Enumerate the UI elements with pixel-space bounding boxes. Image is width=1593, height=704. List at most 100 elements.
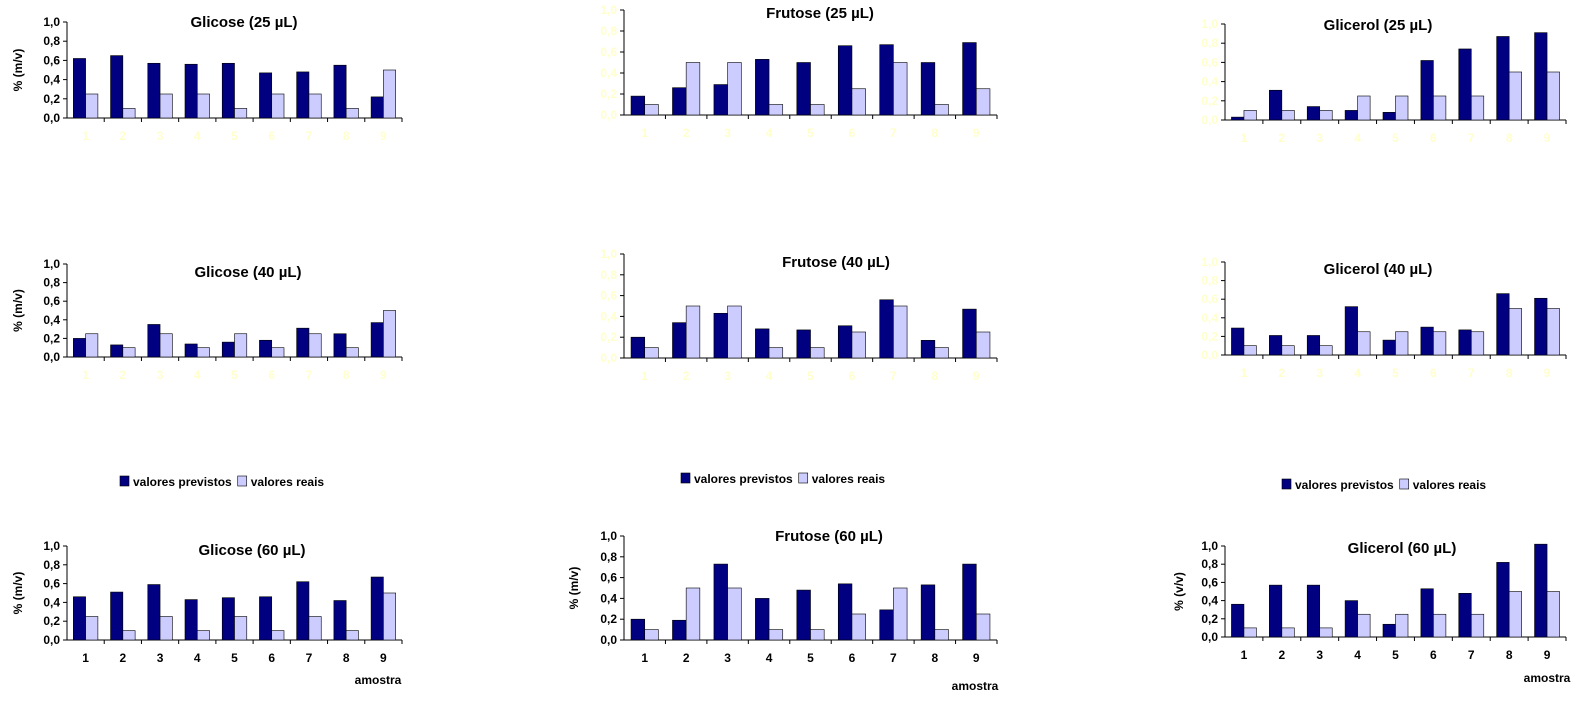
legend-glicose: valores previstos valores reais [119, 475, 324, 489]
x-tick-label: 6 [268, 651, 275, 665]
bar-reais-4 [196, 93, 210, 119]
x-tick-label: 8 [1506, 648, 1513, 662]
bar-reais-5 [810, 347, 825, 359]
legend-glicerol: valores previstos valores reais [1281, 478, 1487, 492]
bar-reais-9 [975, 88, 991, 116]
bar-previstos-9 [370, 576, 384, 641]
x-tick-label: 2 [119, 129, 126, 143]
bar-previstos-4 [184, 343, 198, 358]
bar-reais-5 [1395, 331, 1409, 356]
bar-previstos-9 [962, 308, 977, 359]
y-tick-label: 0,2 [600, 330, 617, 344]
bar-previstos-1 [1231, 327, 1245, 356]
bar-previstos-5 [1382, 112, 1396, 121]
y-tick-label: 0,2 [43, 331, 60, 345]
bar-previstos-9 [1534, 32, 1548, 121]
bar-reais-3 [1319, 627, 1333, 638]
x-tick-label: 3 [724, 126, 731, 140]
bar-reais-8 [345, 108, 359, 119]
bar-previstos-1 [73, 58, 86, 119]
x-tick-label: 3 [1316, 648, 1323, 662]
bar-previstos-7 [1458, 329, 1472, 356]
bar-reais-2 [122, 108, 136, 119]
x-tick-label: 2 [683, 369, 690, 383]
legend-frutose: valores previstos valores reais [680, 472, 885, 486]
bar-previstos-1 [73, 338, 86, 358]
bar-reais-3 [727, 587, 742, 641]
bar-previstos-5 [1382, 623, 1396, 638]
bar-reais-1 [644, 347, 659, 359]
bar-reais-6 [271, 347, 285, 358]
x-tick-label: 1 [641, 651, 648, 665]
y-tick-label: 0,4 [43, 595, 60, 609]
bar-previstos-4 [184, 63, 198, 119]
bar-reais-4 [1357, 331, 1371, 356]
x-tick-label: 6 [849, 369, 856, 383]
x-tick-label: 7 [890, 126, 897, 140]
x-tick-label: 7 [306, 129, 313, 143]
bar-reais-8 [1508, 591, 1522, 638]
bar-previstos-2 [110, 591, 124, 641]
bar-reais-7 [308, 333, 322, 358]
bar-previstos-7 [879, 299, 894, 359]
x-tick-label: 3 [724, 651, 731, 665]
bar-reais-8 [345, 347, 359, 358]
x-tick-label: 3 [1316, 366, 1323, 380]
bar-reais-8 [1508, 71, 1522, 121]
x-tick-label: 9 [1544, 366, 1551, 380]
x-tick-label: 5 [231, 651, 238, 665]
y-tick-label: 0,2 [43, 614, 60, 628]
bar-previstos-7 [296, 581, 310, 641]
x-axis-label: amostra [952, 679, 999, 693]
y-tick-label: 0,6 [1201, 575, 1218, 589]
bar-previstos-3 [713, 312, 728, 359]
bar-reais-5 [1395, 613, 1409, 638]
y-tick-label: 0,0 [600, 108, 617, 122]
bar-reais-4 [768, 347, 784, 359]
bar-reais-6 [851, 331, 866, 359]
bar-reais-8 [1508, 308, 1522, 356]
chart-frutose-25: Frutose (25 µL) 0,0 0,2 0,4 0,6 0,8 1,0 1 2 3 4 5 6 7… [600, 3, 998, 140]
bar-reais-4 [768, 629, 784, 641]
x-tick-label: 6 [849, 651, 856, 665]
chart-frutose-40: Frutose (40 µL) 0,0 0,2 0,4 0,6 0,8 1,0 1 2 3 4 5 6 7… [600, 247, 998, 383]
y-tick-label: 0,8 [600, 268, 617, 282]
bar-reais-1 [85, 616, 99, 641]
bar-reais-2 [1281, 345, 1295, 356]
x-tick-label: 8 [931, 126, 938, 140]
y-tick-label: 0,6 [43, 577, 60, 591]
bar-previstos-9 [962, 42, 977, 116]
y-tick-label: 0,6 [43, 53, 60, 67]
bar-previstos-5 [1382, 339, 1396, 356]
x-tick-label: 5 [807, 651, 814, 665]
legend-label-previstos: valores previstos [694, 472, 793, 486]
x-tick-label: 2 [1278, 648, 1285, 662]
bar-previstos-3 [1306, 335, 1321, 356]
legend-label-previstos: valores previstos [133, 475, 232, 489]
y-tick-label: 0,0 [600, 351, 617, 365]
bar-previstos-8 [920, 584, 936, 641]
x-axis-label: amostra [1524, 671, 1571, 685]
y-tick-label: 1,0 [43, 15, 60, 29]
x-tick-label: 2 [683, 126, 690, 140]
bar-previstos-7 [296, 71, 310, 119]
bar-reais-1 [85, 333, 99, 358]
x-tick-label: 6 [268, 368, 275, 382]
bar-previstos-8 [1496, 293, 1510, 356]
bar-previstos-3 [713, 563, 728, 641]
bar-previstos-6 [259, 339, 273, 358]
chart-frutose-60: Frutose (60 µL) % (m/v) 0,0 0,2 0,4 0,6 0,8 1,0… [567, 528, 999, 693]
bar-reais-3 [159, 616, 173, 641]
chart-title: Frutose (25 µL) [766, 5, 874, 22]
x-tick-label: 1 [82, 368, 89, 382]
bar-reais-2 [685, 587, 701, 641]
bar-reais-2 [685, 62, 701, 116]
y-tick-label: 0,0 [43, 350, 60, 364]
y-tick-label: 0,2 [1201, 94, 1218, 108]
bar-previstos-6 [1420, 588, 1434, 638]
bar-previstos-9 [370, 322, 384, 358]
bar-previstos-5 [796, 329, 811, 359]
legend-label-reais: valores reais [1413, 478, 1487, 492]
y-tick-label: 0,8 [1201, 274, 1218, 288]
bar-previstos-7 [1458, 48, 1472, 121]
